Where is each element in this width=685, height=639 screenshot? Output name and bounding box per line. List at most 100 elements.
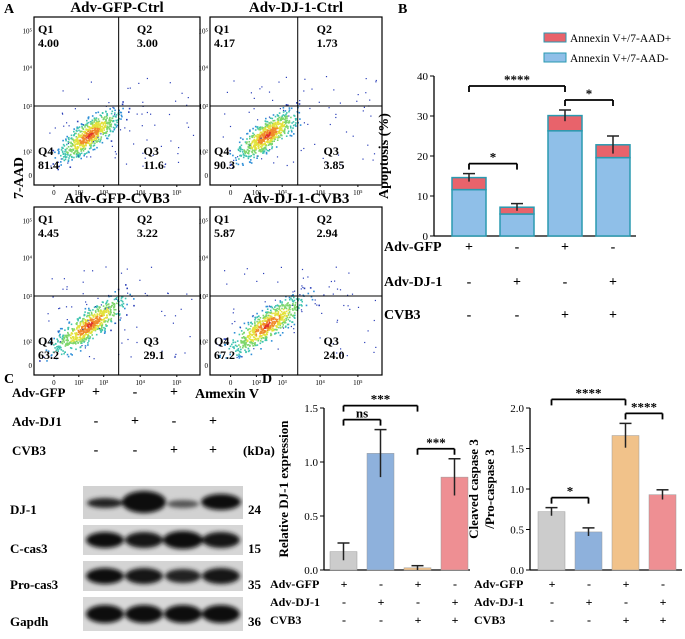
flow-event-dot (97, 126, 100, 128)
flow-event-dot (244, 345, 247, 348)
flow-event-dot (170, 140, 172, 142)
flow-event-dot (103, 132, 106, 134)
flow-event-dot (259, 126, 262, 128)
flow-event-dot (71, 336, 74, 338)
flow-event-dot (60, 349, 63, 351)
flow-event-dot (113, 314, 115, 317)
group-sign: + (623, 577, 630, 591)
flow-event-dot (274, 311, 277, 313)
flow-event-dot (261, 139, 263, 141)
flow-event-dot (239, 154, 241, 157)
flow-event-dot (258, 128, 260, 131)
flow-event-dot (284, 115, 286, 118)
flow-event-dot (248, 334, 251, 337)
flow-event-dot (88, 128, 90, 131)
flow-event-dot (73, 134, 75, 136)
flow-event-dot (285, 295, 287, 298)
flow-event-dot (144, 292, 146, 295)
flow-event-dot (253, 326, 256, 328)
flow-event-dot (266, 331, 269, 333)
y-tick-label: 30 (417, 111, 429, 123)
flow-event-dot (184, 352, 186, 354)
flow-event-dot (120, 317, 122, 319)
flow-event-dot (97, 310, 100, 312)
flow-event-dot (280, 127, 283, 130)
flow-event-dot (279, 132, 281, 135)
flow-event-dot (72, 138, 74, 141)
flow-event-dot (57, 330, 59, 332)
flow-event-dot (262, 139, 265, 141)
flow-event-dot (59, 307, 61, 309)
flow-event-dot (256, 329, 258, 332)
flow-event-dot (298, 304, 301, 306)
flow-event-dot (95, 311, 97, 313)
flow-event-dot (261, 133, 263, 135)
flow-event-dot (282, 111, 285, 113)
flow-event-dot (256, 280, 258, 282)
flow-event-dot (263, 128, 265, 131)
flow-event-dot (59, 327, 62, 330)
flow-event-dot (103, 317, 106, 320)
flow-event-dot (258, 335, 261, 338)
flow-event-dot (71, 150, 73, 153)
flow-event-dot (247, 152, 249, 154)
flow-event-dot (335, 116, 337, 119)
flow-event-dot (167, 292, 169, 295)
flow-event-dot (96, 313, 99, 315)
flow-event-dot (284, 121, 287, 123)
flow-event-dot (283, 129, 286, 131)
flow-event-dot (259, 321, 262, 324)
flow-event-dot (301, 311, 303, 313)
flow-event-dot (94, 329, 97, 332)
flow-event-dot (122, 306, 124, 308)
flow-event-dot (114, 112, 116, 114)
flow-event-dot (152, 154, 154, 156)
flow-event-dot (286, 316, 289, 319)
flow-event-dot (70, 332, 73, 334)
flow-event-dot (243, 341, 246, 343)
flow-event-dot (90, 139, 93, 141)
quadrant-name-q2: Q2 (317, 212, 332, 226)
flow-event-dot (267, 314, 269, 317)
flow-event-dot (82, 148, 84, 150)
flow-event-dot (291, 308, 294, 310)
flow-event-dot (215, 342, 218, 345)
flow-event-dot (79, 346, 82, 349)
flow-event-dot (274, 121, 277, 124)
flow-event-dot (289, 298, 291, 301)
group-row-label: Adv-GFP (270, 577, 319, 591)
flow-event-dot (97, 138, 100, 140)
flow-event-dot (277, 121, 279, 123)
flow-event-dot (273, 133, 275, 136)
flow-event-dot (117, 300, 119, 302)
flow-event-dot (294, 290, 296, 292)
flow-event-dot (272, 131, 274, 134)
flow-event-dot (253, 342, 255, 345)
flow-event-dot (119, 304, 121, 307)
flow-event-dot (280, 119, 282, 121)
flow-event-dot (264, 125, 267, 128)
flow-event-dot (254, 342, 256, 344)
flow-event-dot (169, 82, 171, 84)
flow-event-dot (247, 328, 249, 331)
flow-event-dot (80, 130, 82, 133)
flow-event-dot (278, 308, 280, 310)
flow-event-dot (273, 125, 276, 127)
flow-event-dot (75, 139, 77, 142)
flow-event-dot (260, 136, 263, 138)
flow-event-dot (249, 155, 251, 158)
flow-event-dot (102, 132, 105, 134)
flow-event-dot (104, 134, 107, 137)
flow-event-dot (70, 342, 72, 344)
flow-event-dot (98, 327, 101, 330)
flow-event-dot (269, 133, 272, 135)
kda-label: (kDa) (243, 443, 275, 458)
flow-event-dot (109, 108, 111, 110)
flow-event-dot (85, 144, 87, 147)
flow-event-dot (264, 315, 266, 318)
flow-event-dot (276, 136, 279, 138)
flow-event-dot (265, 148, 267, 151)
flow-event-dot (88, 340, 90, 342)
flow-event-dot (277, 314, 280, 317)
